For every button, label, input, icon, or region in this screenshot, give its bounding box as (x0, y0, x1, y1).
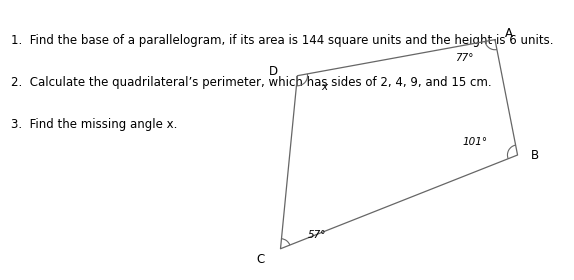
Text: B: B (530, 148, 538, 162)
Text: 77°: 77° (455, 53, 473, 63)
Text: D: D (269, 65, 278, 78)
Text: 1.  Find the base of a parallelogram, if its area is 144 square units and the he: 1. Find the base of a parallelogram, if … (11, 34, 554, 46)
Text: A: A (505, 27, 513, 40)
Text: 101°: 101° (463, 137, 488, 147)
Text: C: C (257, 253, 265, 266)
Text: x: x (321, 82, 328, 92)
Text: 3.  Find the missing angle x.: 3. Find the missing angle x. (11, 118, 178, 130)
Text: 2.  Calculate the quadrilateral’s perimeter, which has sides of 2, 4, 9, and 15 : 2. Calculate the quadrilateral’s perimet… (11, 76, 492, 88)
Text: 57°: 57° (308, 230, 327, 240)
